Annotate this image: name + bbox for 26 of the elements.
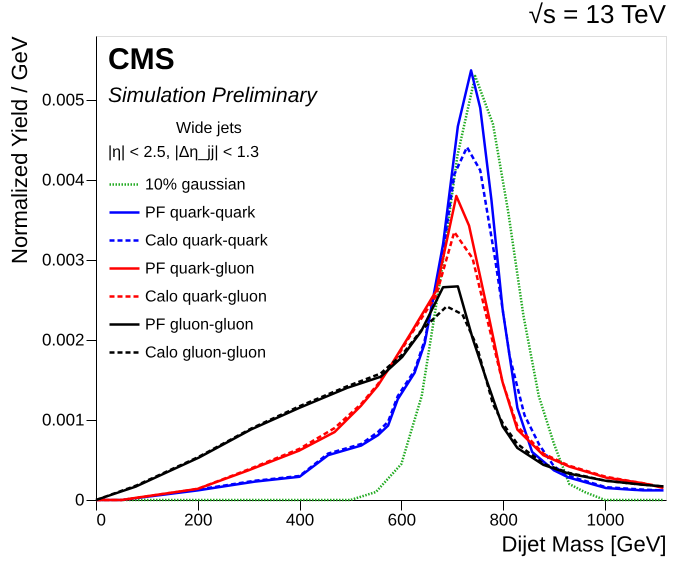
y-tick-label: 0.005 — [42, 90, 84, 110]
annotation: Simulation Preliminary — [108, 84, 318, 107]
legend-label: 10% gaussian — [145, 176, 246, 194]
y-tick-label: 0.002 — [42, 330, 84, 350]
x-tick-label: 800 — [489, 510, 518, 530]
legend-label: PF quark-quark — [145, 204, 256, 222]
legend-label: Calo quark-quark — [145, 232, 269, 250]
x-tick-label: 200 — [184, 510, 212, 530]
annotation: Wide jets — [176, 120, 242, 137]
legend-label: Calo gluon-gluon — [145, 344, 266, 362]
chart-title: √s = 13 TeV — [528, 0, 667, 29]
x-axis-title: Dijet Mass [GeV] — [501, 532, 666, 556]
y-axis-title: Normalized Yield / GeV — [6, 36, 32, 264]
legend-label: PF gluon-gluon — [145, 316, 254, 334]
y-tick-label: 0.001 — [42, 410, 84, 430]
annotation: CMS — [108, 43, 175, 76]
annotation: |η| < 2.5, |Δη_jj| < 1.3 — [108, 144, 260, 161]
x-tick-label: 400 — [286, 510, 314, 530]
legend-label: PF quark-gluon — [145, 260, 254, 278]
x-tick-label: 0 — [96, 510, 106, 530]
x-tick-label: 1000 — [586, 510, 624, 530]
y-tick-label: 0.003 — [42, 250, 84, 270]
y-tick-label: 0.004 — [42, 170, 84, 190]
x-tick-label: 600 — [388, 510, 416, 530]
legend-label: Calo quark-gluon — [145, 288, 267, 306]
y-tick-label: 0 — [75, 490, 84, 510]
